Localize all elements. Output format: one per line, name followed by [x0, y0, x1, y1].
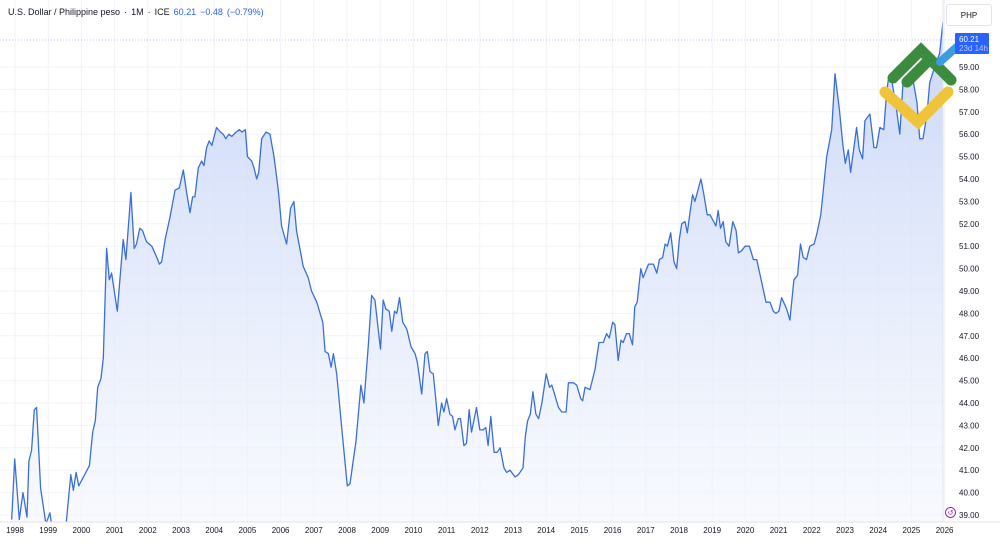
time-tick-label: 2008 — [338, 526, 356, 535]
time-tick-label: 2021 — [770, 526, 788, 535]
price-tick-label: 57.00 — [959, 108, 980, 117]
last-price-tag: 60.21 23d 14h — [955, 33, 989, 54]
last-price-value: 60.21 — [173, 7, 197, 17]
price-tick-label: 39.00 — [959, 511, 980, 520]
price-axis[interactable]: 39.00 40.00 41.00 42.00 43.00 44.00 45.00 46.00… — [959, 63, 980, 520]
price-tick-label: 42.00 — [959, 444, 980, 453]
time-tick-label: 2003 — [172, 526, 190, 535]
time-tick-label: 2025 — [903, 526, 921, 535]
price-tick-label: 44.00 — [959, 399, 980, 408]
time-tick-label: 2014 — [537, 526, 555, 535]
price-tick-label: 51.00 — [959, 242, 980, 251]
price-tick-label: 45.00 — [959, 377, 980, 386]
time-tick-label: 2010 — [405, 526, 423, 535]
time-tick-label: 2005 — [239, 526, 257, 535]
time-tick-label: 2018 — [670, 526, 688, 535]
symbol-title[interactable]: U.S. Dollar / Philippine peso — [8, 7, 121, 17]
time-tick-label: 2001 — [106, 526, 124, 535]
price-area-fill — [11, 22, 943, 522]
price-tick-label: 48.00 — [959, 309, 980, 318]
time-tick-label: 2004 — [205, 526, 223, 535]
bar-countdown: 23d 14h — [959, 44, 988, 53]
time-tick-label: 2012 — [471, 526, 489, 535]
price-tick-label: 41.00 — [959, 466, 980, 475]
price-tick-label: 47.00 — [959, 332, 980, 341]
time-tick-label: 2009 — [371, 526, 389, 535]
interval-label[interactable]: 1M — [131, 7, 144, 17]
price-change: −0.48 — [200, 7, 223, 17]
price-tick-label: 50.00 — [959, 265, 980, 274]
time-tick-label: 2019 — [703, 526, 721, 535]
price-tick-label: 43.00 — [959, 421, 980, 430]
price-tick-label: 40.00 — [959, 489, 980, 498]
currency-selector[interactable]: PHP — [946, 4, 992, 26]
price-tick-label: 59.00 — [959, 63, 980, 72]
time-tick-label: 2015 — [571, 526, 589, 535]
price-tick-label: 58.00 — [959, 85, 980, 94]
time-tick-label: 1999 — [39, 526, 57, 535]
separator: · — [124, 7, 128, 17]
time-tick-label: 2020 — [737, 526, 755, 535]
price-tick-label: 49.00 — [959, 287, 980, 296]
time-tick-label: 2026 — [936, 526, 954, 535]
dividend-event-icon[interactable]: ↺ — [945, 507, 956, 518]
price-tick-label: 54.00 — [959, 175, 980, 184]
brand-logo-icon — [879, 40, 964, 130]
last-price-label: 60.21 — [959, 35, 980, 44]
time-tick-label: 2007 — [305, 526, 323, 535]
price-tick-label: 53.00 — [959, 197, 980, 206]
time-tick-label: 2006 — [272, 526, 290, 535]
price-line — [11, 21, 943, 522]
time-tick-label: 2017 — [637, 526, 655, 535]
separator: · — [147, 7, 151, 17]
exchange-label: ICE — [154, 7, 170, 17]
time-tick-label: 2024 — [869, 526, 887, 535]
time-axis[interactable]: 1998 1999 2000 2001 2002 2003 2004 2005 2006 2007… — [6, 526, 954, 535]
time-tick-label: 2023 — [836, 526, 854, 535]
price-tick-label: 55.00 — [959, 153, 980, 162]
price-change-percent: (−0.79%) — [226, 7, 264, 17]
time-tick-label: 2013 — [504, 526, 522, 535]
time-tick-label: 2011 — [438, 526, 456, 535]
time-tick-label: 2002 — [139, 526, 157, 535]
price-tick-label: 52.00 — [959, 220, 980, 229]
time-tick-label: 2022 — [803, 526, 821, 535]
price-tick-label: 46.00 — [959, 354, 980, 363]
price-tick-label: 56.00 — [959, 130, 980, 139]
time-tick-label: 2000 — [73, 526, 91, 535]
chart-legend: U.S. Dollar / Philippine peso · 1M · ICE… — [8, 7, 264, 17]
time-tick-label: 1998 — [6, 526, 24, 535]
time-tick-label: 2016 — [604, 526, 622, 535]
